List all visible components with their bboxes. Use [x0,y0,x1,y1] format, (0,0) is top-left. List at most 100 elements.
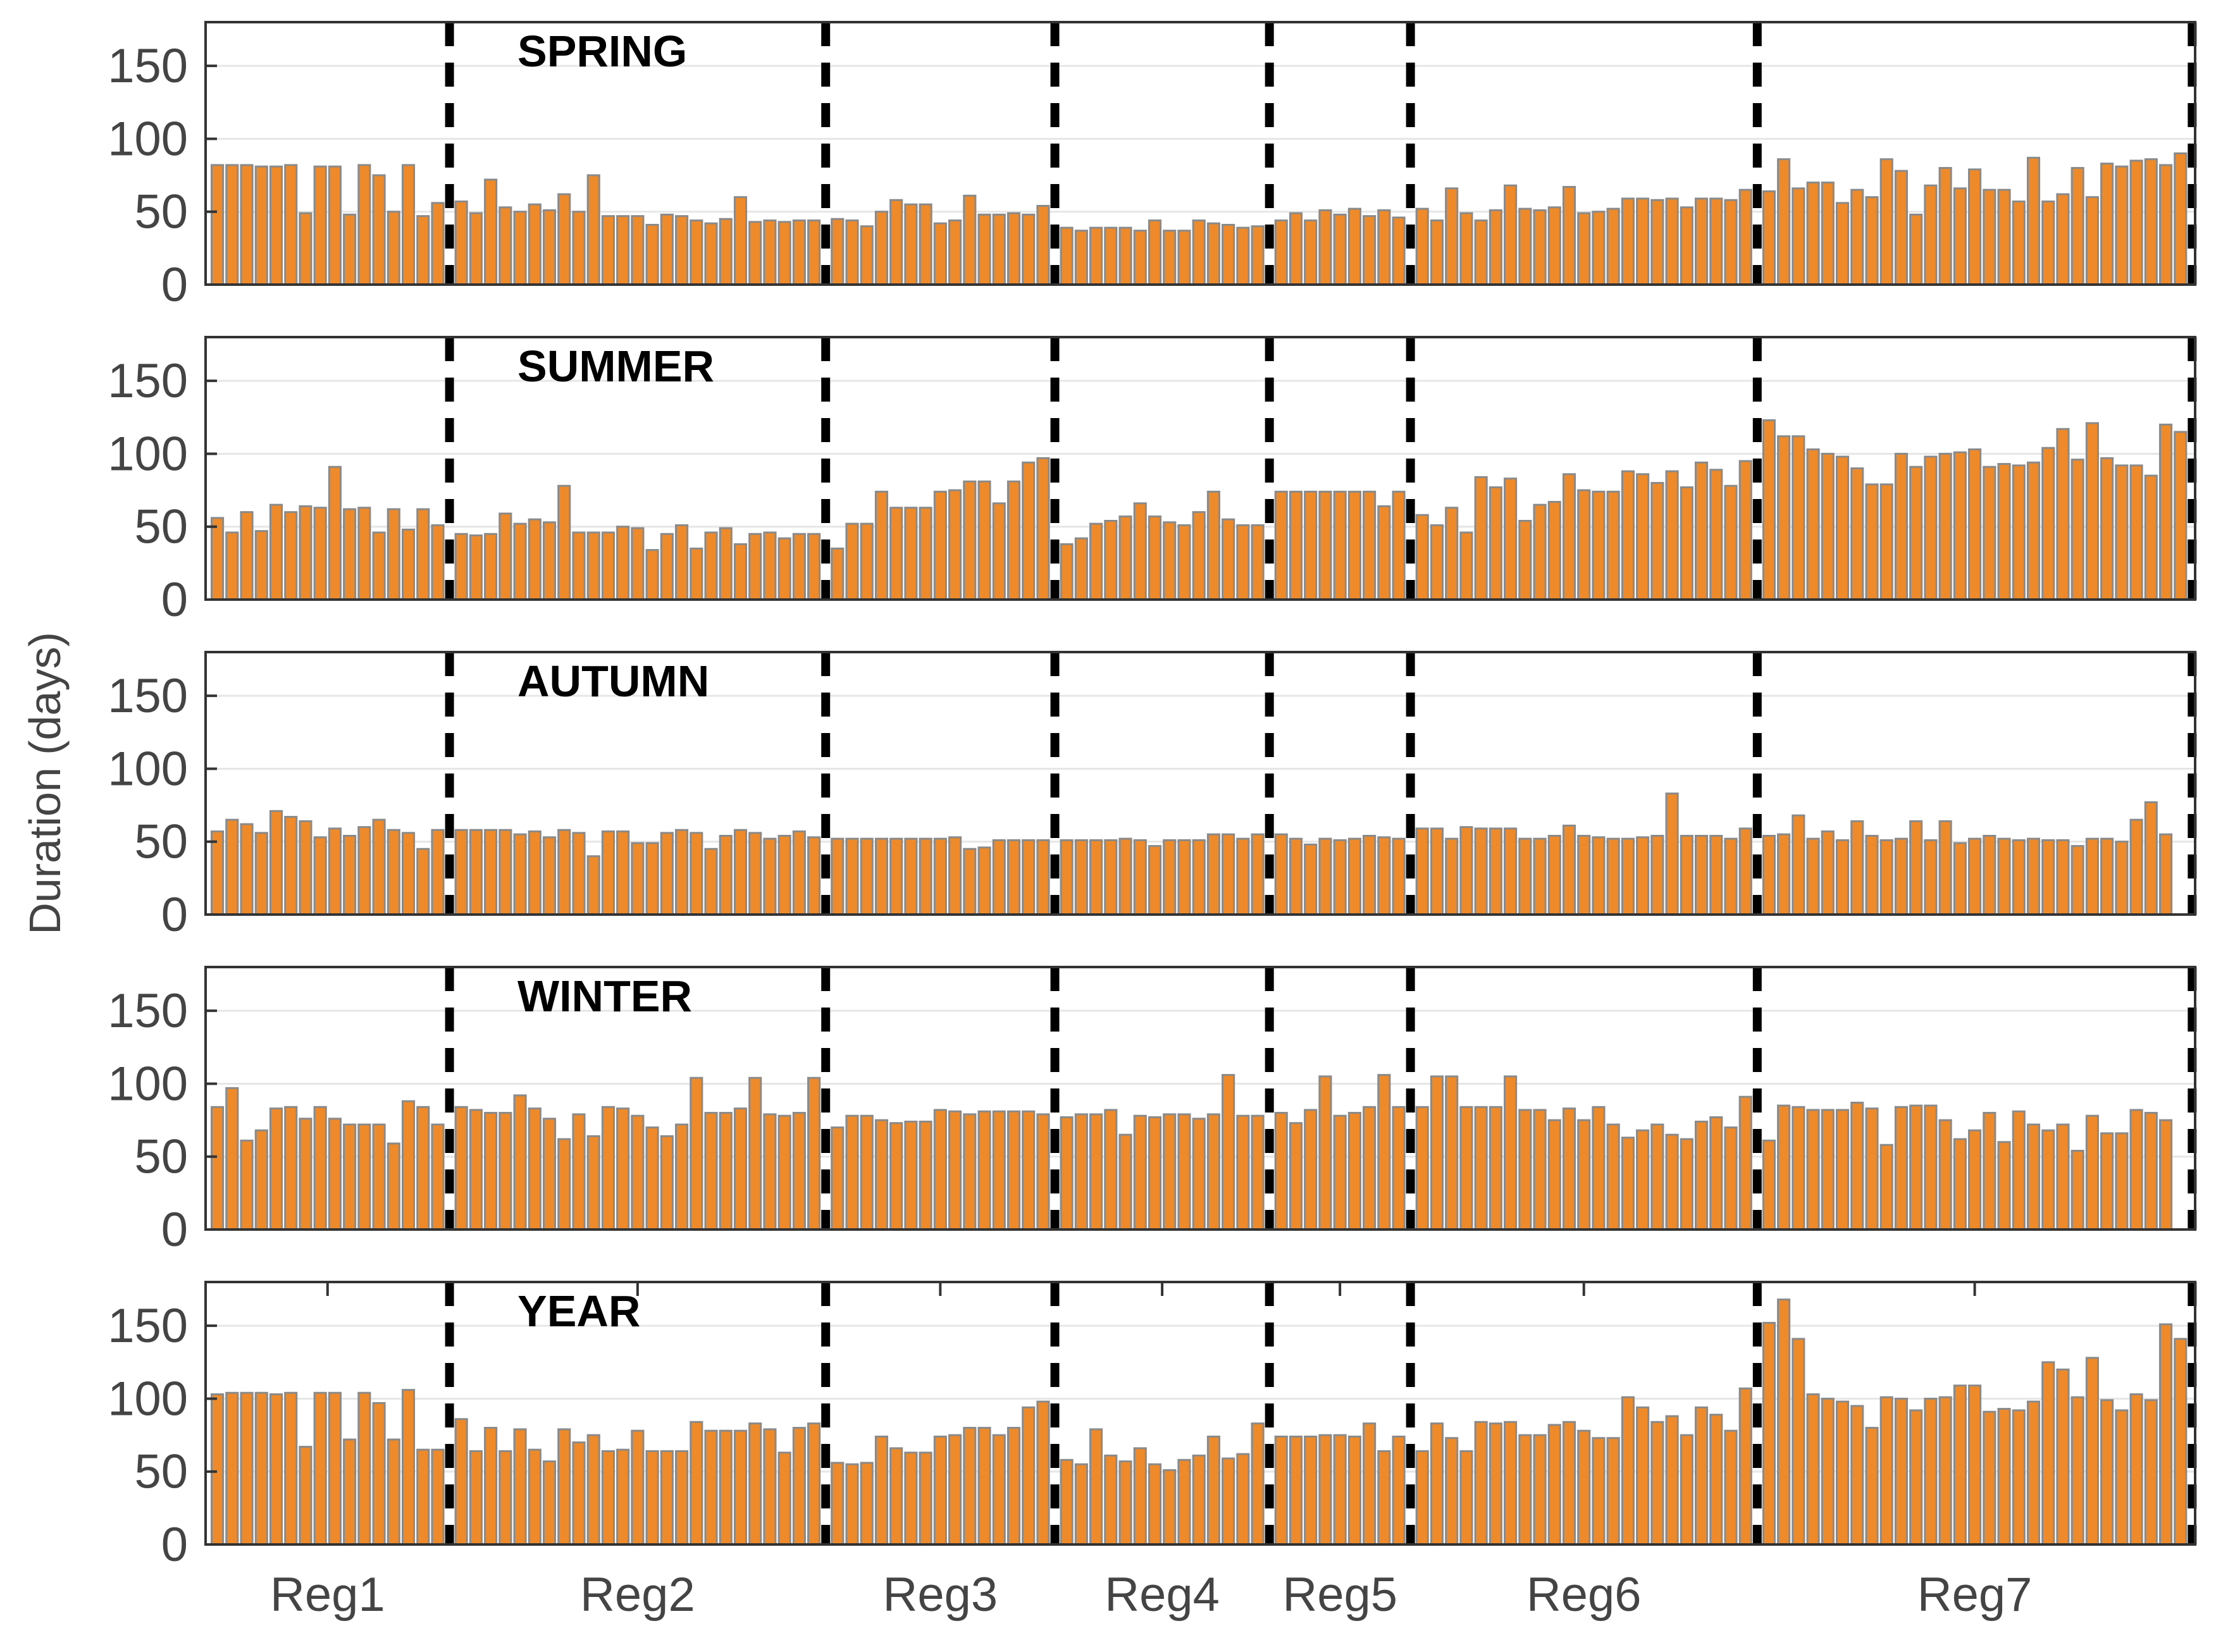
bar [2158,1119,2173,1231]
bar [2158,423,2173,601]
bar [513,211,527,286]
y-tick-label: 100 [108,1057,188,1111]
bar [1304,1435,1318,1546]
bar [1879,483,1893,601]
bar [269,165,283,286]
bar [1621,470,1635,601]
bar [284,511,298,601]
bar [2056,193,2070,286]
bar [528,830,542,916]
bar [1474,476,1488,601]
bar [660,1135,674,1231]
bar [1621,1396,1635,1546]
panel-frame [204,1281,2196,1546]
bar [484,829,498,916]
bar [454,1418,468,1546]
y-tick-label: 50 [134,1445,188,1499]
bar [1909,820,1923,916]
bar [269,1393,283,1546]
bar [1953,1138,1967,1231]
bar [454,829,468,916]
bar [2056,839,2070,916]
bar [1363,835,1377,916]
bar [1621,1137,1635,1231]
bar [1289,490,1303,601]
bar [1792,1338,1805,1546]
bar [2071,459,2084,601]
bar [831,218,845,286]
bar [313,836,327,916]
bar [1133,1447,1147,1546]
bar [2056,1123,2070,1231]
bar [704,531,718,601]
bar [1518,520,1532,601]
bar [1850,1101,1864,1231]
bar [1089,1113,1103,1231]
bar [1333,1114,1347,1231]
bar [1562,1421,1576,1546]
y-axis-label: Duration (days) [20,632,70,935]
bar [616,215,630,286]
bar [1163,1113,1177,1231]
bar [1938,820,1952,916]
bar [1577,835,1591,916]
bar [1518,837,1532,916]
bar [1251,833,1265,916]
bar [1636,836,1650,916]
bar [2012,200,2026,286]
bar [1562,473,1576,601]
bar [1289,1122,1303,1231]
bar [1489,209,1502,286]
bar [807,1076,821,1231]
bar [845,522,859,601]
bar [1835,839,1850,916]
bar [690,219,703,286]
bar [1118,1460,1132,1546]
bar [2026,837,2041,916]
bar [454,1106,468,1231]
bar [1036,1113,1050,1231]
bar [1762,835,1776,916]
bar [1665,197,1679,286]
bar [616,1107,630,1231]
bar [690,1076,703,1231]
panel-frame [204,966,2196,1231]
bar [933,490,947,601]
bar [1909,1409,1923,1546]
bar [1304,219,1318,286]
bar [2115,1409,2129,1546]
bar [977,1427,991,1546]
bar [1163,839,1177,916]
bar [919,1120,932,1231]
bar [2012,464,2026,601]
bar [889,837,903,916]
bar [1192,1454,1206,1546]
bar [763,1113,777,1231]
bar [1879,1143,1893,1231]
bar [357,164,371,286]
bar [2100,1132,2114,1231]
bar [240,823,254,916]
bar [1347,490,1361,601]
bar [845,219,859,286]
bar [416,848,430,916]
bar [2174,1338,2188,1546]
bar [1236,837,1250,916]
bar [1606,207,1620,286]
bar [1392,216,1406,286]
bar [904,837,918,916]
bar [1392,490,1406,601]
bar [1738,188,1752,286]
bar [963,1427,977,1546]
bar [1415,1450,1429,1546]
bar [719,1112,733,1231]
bar [1274,219,1288,286]
bar [733,543,748,601]
bar [343,1438,357,1546]
y-tick-label: 50 [134,500,188,554]
panel-title: SPRING [517,27,687,76]
bar [1251,1114,1265,1231]
bar [1415,827,1429,916]
bar [1318,837,1332,916]
y-tick-label: 0 [161,1203,188,1257]
